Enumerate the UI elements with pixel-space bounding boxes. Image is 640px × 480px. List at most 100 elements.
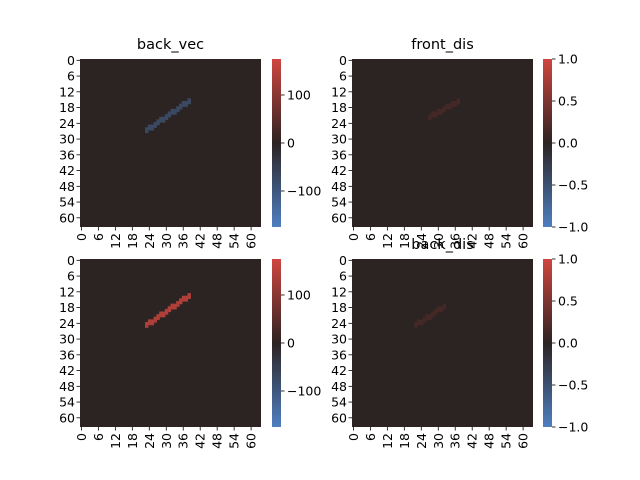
heatmap-cell — [153, 122, 157, 126]
y-tick-label: 60 — [331, 410, 347, 425]
heatmap-cell — [456, 98, 461, 102]
heatmap-cell — [167, 111, 172, 115]
colorbar-tick-label: 0 — [287, 136, 295, 151]
heatmap-cell — [442, 108, 446, 113]
heatmap-cell — [147, 319, 152, 323]
heatmap-background — [352, 259, 533, 427]
colorbar — [543, 259, 552, 427]
y-tick-label: 42 — [331, 163, 347, 178]
heatmap-cell — [167, 114, 172, 118]
heatmap-panel-2: 0066121218182424303036364242484854546060… — [331, 37, 588, 249]
y-tick-label: 12 — [59, 284, 75, 299]
heatmap-cell — [162, 116, 166, 120]
x-tick-label: 30 — [159, 433, 174, 449]
heatmap-cell — [428, 116, 432, 120]
y-tick-label: 30 — [59, 332, 75, 347]
colorbar-tick-label: 0.0 — [558, 336, 578, 351]
colorbar-tick-label: 1.0 — [558, 252, 578, 267]
x-tick-label: 24 — [142, 233, 157, 249]
heatmap-cell — [178, 106, 183, 110]
heatmap-cell — [434, 308, 438, 313]
colorbar-tick-label: 0.5 — [558, 294, 578, 309]
heatmap-cell — [170, 303, 174, 307]
y-tick-label: 0 — [67, 253, 75, 268]
x-tick-label: 0 — [346, 233, 361, 241]
colorbar — [543, 59, 552, 227]
heatmap-cell — [425, 316, 429, 320]
x-tick-label: 6 — [363, 233, 378, 241]
colorbar-tick-label: 100 — [287, 288, 311, 303]
heatmap-background — [352, 59, 533, 227]
heatmap-cell — [419, 322, 424, 326]
heatmap-cell — [184, 295, 189, 299]
heatmap-cell — [176, 301, 180, 305]
y-tick-label: 36 — [331, 147, 347, 162]
x-tick-label: 24 — [414, 433, 429, 449]
x-tick-label: 0 — [74, 433, 89, 441]
heatmap-cell — [419, 319, 424, 323]
heatmap-cell — [150, 124, 155, 128]
heatmap-cell — [150, 127, 155, 131]
x-tick-label: 6 — [91, 233, 106, 241]
y-tick-label: 54 — [331, 395, 347, 410]
heatmap-cell — [181, 103, 186, 107]
heatmap-cell — [178, 103, 183, 107]
heatmap-cell — [156, 316, 160, 320]
heatmap-cell — [431, 114, 435, 118]
heatmap-cell — [434, 311, 438, 315]
heatmap-cell — [414, 322, 418, 326]
x-tick-label: 12 — [108, 233, 123, 249]
y-tick-label: 0 — [339, 253, 347, 268]
colorbar — [272, 59, 281, 227]
colorbar-tick-label: −0.5 — [558, 178, 588, 193]
colorbar-ticks: −1.0 −0.5 0.0 0.5 1.0 — [552, 52, 588, 235]
y-tick-label: 30 — [59, 132, 75, 147]
x-tick-label: 48 — [210, 433, 225, 449]
x-tick-label: 42 — [193, 433, 208, 449]
x-tick-label: 60 — [516, 233, 531, 249]
heatmap-cell — [436, 108, 441, 113]
x-tick-label: 42 — [465, 233, 480, 249]
heatmap-cell — [173, 303, 177, 307]
y-tick-label: 30 — [331, 132, 347, 147]
colorbar-tick-label: 0 — [287, 336, 295, 351]
heatmap-cell — [439, 308, 444, 313]
x-tick-label: 18 — [397, 433, 412, 449]
heatmap-cell — [181, 295, 186, 299]
heatmap-cell — [147, 124, 152, 128]
colorbar-tick-label: 0.0 — [558, 136, 578, 151]
heatmap-cell — [448, 103, 452, 107]
heatmap-cell — [173, 108, 177, 113]
y-tick-label: 54 — [331, 195, 347, 210]
x-tick-label: 24 — [414, 233, 429, 249]
colorbar-tick-label: −100 — [287, 184, 321, 199]
heatmap-cell — [159, 119, 163, 123]
heatmap-cell — [145, 129, 149, 134]
heatmap-cell — [187, 98, 191, 102]
y-tick-label: 6 — [67, 69, 75, 84]
colorbar — [272, 259, 281, 427]
colorbar-tick-label: −1.0 — [558, 420, 588, 435]
heatmap-background — [80, 59, 261, 227]
x-tick-label: 30 — [159, 233, 174, 249]
colorbar-ticks: −1.0 −0.5 0.0 0.5 1.0 — [552, 252, 588, 435]
y-tick-label: 18 — [59, 300, 75, 315]
heatmap-cell — [170, 306, 174, 310]
heatmap-cell — [428, 314, 432, 318]
heatmap-cell — [145, 127, 149, 131]
colorbar-tick-label: −0.5 — [558, 378, 588, 393]
x-tick-label: 60 — [516, 433, 531, 449]
heatmap-cell — [145, 324, 149, 328]
y-tick-label: 48 — [331, 379, 347, 394]
y-tick-label: 24 — [59, 316, 75, 331]
colorbar-tick-label: 0.5 — [558, 94, 578, 109]
heatmap-cell — [431, 311, 435, 315]
panel-title: front_dis — [411, 37, 474, 53]
x-tick-label: 48 — [210, 233, 225, 249]
heatmap-cell — [414, 324, 418, 328]
y-tick-label: 6 — [339, 269, 347, 284]
y-tick-label: 18 — [59, 100, 75, 115]
x-tick-label: 18 — [125, 433, 140, 449]
y-tick-label: 24 — [331, 116, 347, 131]
